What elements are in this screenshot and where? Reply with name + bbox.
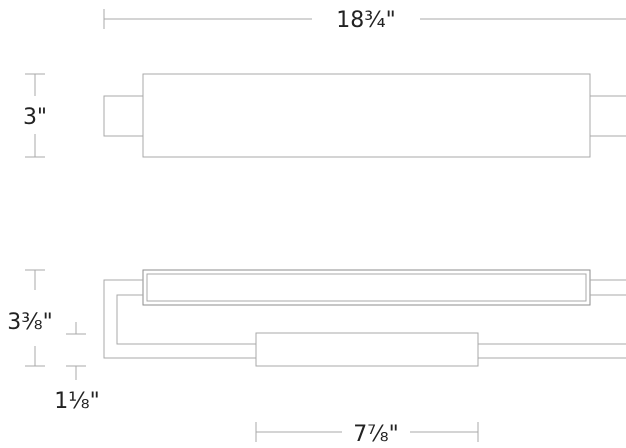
side-offset-label: 1⅛" (54, 389, 99, 414)
side-view-height-label: 3⅜" (7, 310, 52, 335)
side-view-inner-arm (116, 294, 256, 345)
side-view-right-arm (478, 279, 626, 359)
overall-width-dimension: 18¾" (103, 8, 626, 33)
side-offset-dimension: 1⅛" (54, 322, 100, 414)
base-width-label: 7⅞" (353, 422, 398, 447)
side-view-outer-arm (103, 279, 256, 359)
top-view-left-stub (103, 95, 143, 137)
top-view-height-label: 3" (23, 105, 47, 130)
top-view-body (142, 73, 591, 158)
top-view-height-dimension: 3" (23, 73, 47, 158)
top-view-fixture (103, 73, 626, 158)
overall-width-label: 18¾" (336, 8, 395, 33)
side-view-height-dimension: 3⅜" (7, 269, 53, 367)
side-view-light-bar (142, 269, 591, 306)
base-width-dimension: 7⅞" (255, 422, 479, 447)
side-view-base (255, 332, 479, 367)
top-view-right-stub (590, 95, 626, 137)
side-view-fixture (103, 269, 626, 367)
